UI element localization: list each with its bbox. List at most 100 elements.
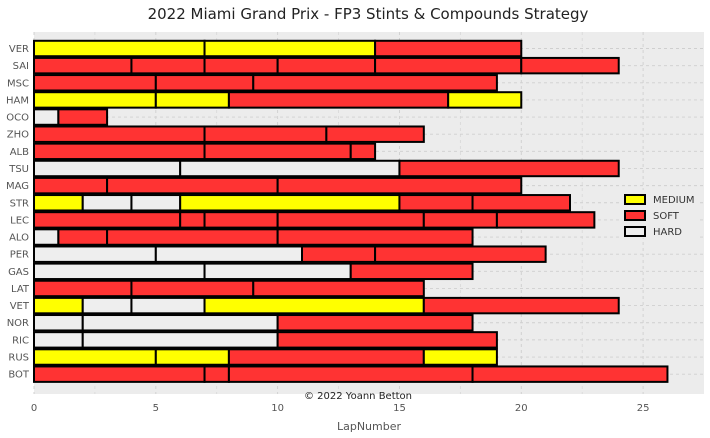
y-tick-label: RIC [12,335,29,346]
stint-bar-lat [130,279,255,298]
stint-bar-ric [276,331,498,349]
stint-bar-per [374,245,547,263]
y-tick-label: VER [9,44,29,55]
y-tick-label: BOT [8,370,30,381]
stint-bar-rus [227,348,425,366]
stint-bar-ham [33,91,157,109]
stint-bar-alo [106,228,279,246]
stint-bar-zho [203,125,328,143]
stint-bar-ham [447,91,523,109]
stint-bar-lec [495,211,596,229]
stint-bar-str [471,194,571,212]
stint-bar-vet [422,296,620,315]
stint-bar-tsu [33,159,182,178]
stint-bar-bot [471,365,669,383]
stint-bar-alo [276,228,474,246]
stint-bar-msc [154,74,255,92]
y-tick-label: ZHO [7,130,29,141]
x-tick-labels: 0 5 10 15 20 25 [31,403,650,414]
y-tick-label: OCO [6,113,29,124]
stint-bar-oco [33,108,60,126]
stint-bar-str [33,194,84,212]
stint-bar-nor [276,314,474,332]
stint-bar-nor [81,314,279,332]
y-tick-label: ALO [9,233,29,244]
x-tick-label: 5 [153,403,159,414]
stint-bar-ver [203,39,377,58]
stint-bar-tsu [179,159,401,178]
stint-bar-alb [203,142,352,161]
y-tick-label: RUS [8,353,29,364]
stint-bar-vet [203,296,425,315]
stint-bar-msc [33,74,157,92]
stint-bar-sai [203,56,279,75]
stint-bar-vet [81,296,133,315]
stint-bar-ric [33,331,84,349]
stint-bar-sai [33,56,133,75]
stint-bar-oco [57,108,109,126]
stint-bar-zho [33,125,206,143]
y-tick-label: LAT [11,284,30,295]
stint-bar-bot [227,365,474,383]
stint-bar-msc [252,74,498,92]
stint-bar-zho [325,125,425,143]
legend-label: MEDIUM [653,195,695,206]
stint-bar-per [301,245,377,263]
legend: MEDIUM SOFT HARD [620,190,700,238]
legend-swatch-medium [624,194,646,205]
stint-bar-alo [57,228,109,246]
stint-bar-nor [33,314,84,332]
y-tick-label: MSC [7,78,29,89]
stint-bar-mag [106,176,279,195]
y-tick-label: ALB [10,147,29,158]
stint-bar-ver [33,39,206,58]
stint-bar-sai [130,56,206,75]
y-tick-label: PER [10,250,29,261]
stint-bar-alb [349,142,377,161]
stint-bar-gas [349,262,474,281]
stint-bar-ham [227,91,450,109]
stint-bar-rus [33,348,157,366]
y-tick-label: TSU [8,164,29,175]
stint-bar-mag [33,176,109,195]
legend-swatch-soft [624,210,646,221]
y-tick-label: LEC [10,215,29,226]
chart-title: 2022 Miami Grand Prix - FP3 Stints & Com… [148,5,589,23]
stint-bar-ham [154,91,230,109]
legend-label: SOFT [653,211,680,222]
stint-bar-str [179,194,401,212]
stint-bar-gas [33,262,206,281]
legend-label: HARD [653,227,682,238]
stint-bar-bot [203,365,230,383]
stint-bar-lec [422,211,498,229]
stint-bar-lec [276,211,425,229]
x-axis-label: LapNumber [337,420,402,433]
y-tick-labels: VER SAI MSC HAM OCO ZHO ALB TSU MAG STR LEC ALO PER G… [6,44,30,381]
stint-bar-vet [33,296,84,315]
stint-bar-str [81,194,133,212]
y-tick-label: STR [10,198,29,209]
stint-bar-lat [252,279,425,298]
stint-bar-sai [520,56,620,75]
stint-bar-ric [81,331,279,349]
stint-bar-bot [33,365,206,383]
x-tick-label: 10 [271,403,284,414]
stint-bar-ver [374,39,523,58]
stint-bar-per [33,245,157,263]
stint-bar-str [130,194,182,212]
stint-bar-sai [276,56,377,75]
stint-bar-lat [33,279,133,298]
y-tick-label: MAG [6,181,29,192]
stint-bar-alb [33,142,206,161]
stint-bar-sai [374,56,523,75]
stint-bar-lec [203,211,279,229]
x-tick-label: 0 [31,403,37,414]
stint-bar-rus [154,348,230,366]
y-tick-label: GAS [8,267,29,278]
stint-bar-rus [422,348,498,366]
credit-text: © 2022 Yoann Betton [304,391,412,402]
x-tick-label: 20 [515,403,528,414]
stint-bar-gas [203,262,352,281]
stint-bar-vet [130,296,206,315]
